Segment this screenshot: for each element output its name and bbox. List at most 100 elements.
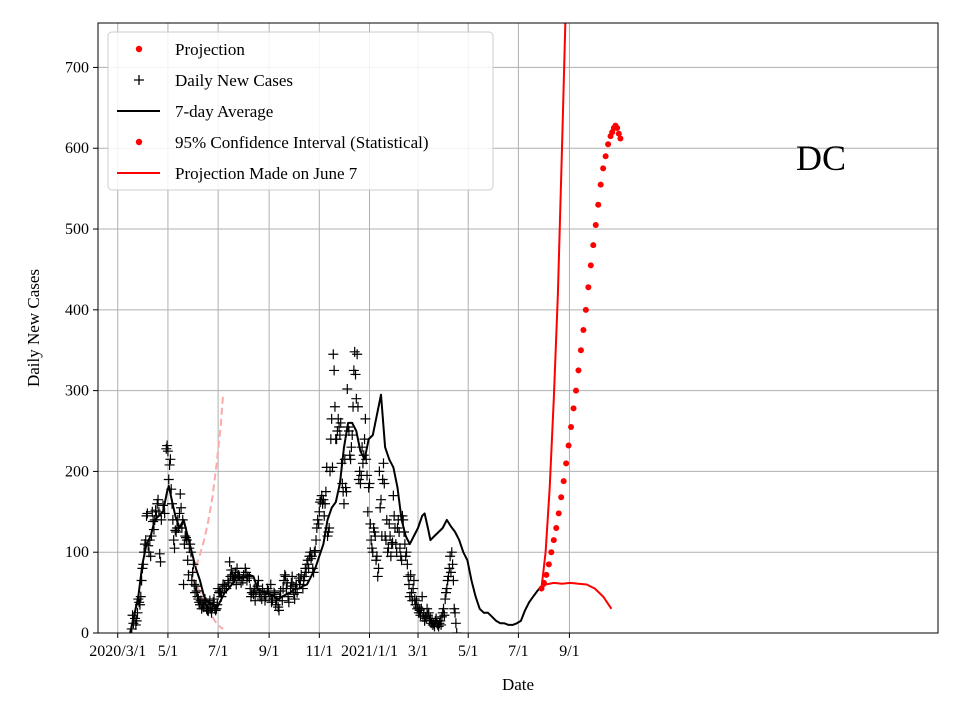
case-point <box>144 535 155 546</box>
case-point <box>283 597 294 608</box>
projection-point <box>592 221 599 228</box>
case-point <box>224 556 235 567</box>
case-point <box>446 547 457 558</box>
case-point <box>188 559 199 570</box>
case-point <box>414 605 425 616</box>
case-point <box>178 579 189 590</box>
case-point <box>299 571 310 582</box>
case-point <box>450 607 461 618</box>
case-point <box>171 527 182 538</box>
y-tick-label: 600 <box>65 140 89 157</box>
case-point <box>270 599 281 610</box>
case-point <box>373 563 384 574</box>
case-point <box>368 522 379 533</box>
case-point <box>451 628 462 633</box>
case-point <box>409 594 420 605</box>
case-point <box>279 569 290 580</box>
case-point <box>450 618 461 629</box>
case-point <box>176 522 187 533</box>
case-point <box>434 618 445 629</box>
case-point <box>244 573 255 584</box>
case-point <box>185 547 196 558</box>
case-point <box>411 595 422 606</box>
projection-point <box>548 549 555 556</box>
case-point <box>269 587 280 598</box>
projection-point <box>550 537 557 544</box>
case-point <box>445 567 456 578</box>
projection-point <box>600 165 607 172</box>
case-point <box>131 615 142 626</box>
case-point <box>436 611 447 622</box>
case-point <box>435 615 446 626</box>
case-point <box>226 564 237 575</box>
case-point <box>298 575 309 586</box>
case-point <box>353 474 364 485</box>
case-point <box>358 450 369 461</box>
x-tick-label: 7/1 <box>508 643 528 660</box>
case-point <box>351 393 362 404</box>
case-point <box>267 594 278 605</box>
case-point <box>441 587 452 598</box>
case-point <box>329 401 340 412</box>
case-point <box>265 579 276 590</box>
case-point <box>445 551 456 562</box>
case-point <box>340 482 351 493</box>
legend-label: Daily New Cases <box>175 71 293 90</box>
case-point <box>392 522 403 533</box>
case-point <box>130 619 141 630</box>
y-tick-label: 300 <box>65 383 89 400</box>
case-point <box>438 603 449 614</box>
case-point <box>138 559 149 570</box>
projection-point <box>573 387 580 394</box>
case-point <box>275 585 286 596</box>
case-point <box>132 607 143 618</box>
y-tick-label: 400 <box>65 302 89 319</box>
case-point <box>332 426 343 437</box>
case-point <box>176 502 187 513</box>
case-point <box>385 531 396 542</box>
case-point <box>369 527 380 538</box>
projection-point <box>560 478 567 485</box>
x-tick-label: 5/1 <box>458 643 478 660</box>
case-point <box>319 510 330 521</box>
case-point <box>186 575 197 586</box>
case-point <box>443 571 454 582</box>
case-point <box>396 555 407 566</box>
projection-point <box>543 571 550 578</box>
case-point <box>157 500 168 511</box>
series-lower-bound <box>540 581 613 610</box>
case-point <box>352 349 363 360</box>
case-point <box>325 466 336 477</box>
case-point <box>162 446 173 457</box>
x-tick-label: 2020/3/1 <box>89 643 146 660</box>
case-point <box>371 555 382 566</box>
case-point <box>165 454 176 465</box>
case-point <box>199 598 210 609</box>
projection-point <box>587 262 594 269</box>
case-point <box>320 486 331 497</box>
projection-point <box>617 135 624 142</box>
legend-entry-projection: Projection <box>135 40 245 59</box>
y-tick-label: 100 <box>65 544 89 561</box>
case-point <box>361 454 372 465</box>
x-tick-label: 2021/1/1 <box>341 643 398 660</box>
case-point <box>241 575 252 586</box>
case-point <box>401 547 412 558</box>
case-point <box>144 547 155 558</box>
case-point <box>342 384 353 394</box>
case-point <box>328 349 339 360</box>
case-point <box>151 510 162 521</box>
axis-ticks: 2020/3/1 5/1 7/1 9/1 11/1 2021/1/1 3/1 5/1 7/1 9/… <box>65 59 580 660</box>
case-point <box>307 563 318 574</box>
case-point <box>190 587 201 598</box>
case-point <box>292 587 303 598</box>
case-point <box>344 450 355 461</box>
x-tick-label: 9/1 <box>259 643 279 660</box>
case-point <box>163 474 174 485</box>
case-point <box>440 594 451 605</box>
case-point <box>306 553 317 564</box>
case-point <box>372 571 383 582</box>
case-point <box>354 466 365 477</box>
series-projection-made-on-june-7 <box>540 23 567 589</box>
